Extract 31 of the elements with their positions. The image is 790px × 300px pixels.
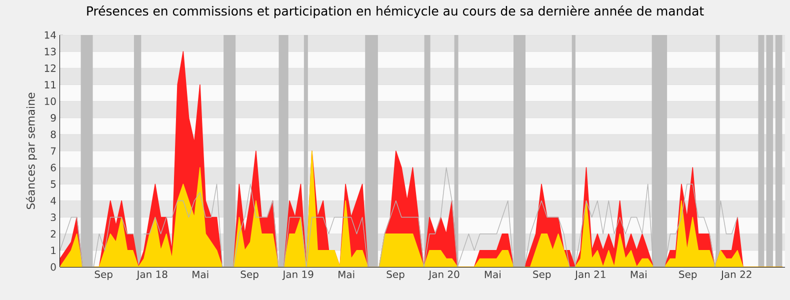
x-tick-label: Mai [338, 270, 354, 278]
y-axis-title: Séances par semaine [26, 92, 37, 210]
chart-title: Présences en commissions et participation en hémicycle au cours de sa dernière année de mandat [87, 6, 704, 18]
x-tick-label: Sep [533, 270, 551, 280]
y-tick-label: 6 [50, 164, 56, 172]
x-tick-label: Mai [192, 270, 208, 278]
y-tick-label: 0 [50, 263, 56, 271]
x-tick-label: Jan 19 [282, 270, 314, 280]
y-tick-label: 13 [44, 48, 56, 56]
y-tick-label: 11 [44, 81, 56, 88]
y-tick-label: 12 [44, 64, 56, 72]
y-tick-label: 14 [44, 31, 56, 39]
y-tick-label: 4 [50, 197, 56, 204]
y-tick-label: 10 [44, 98, 56, 106]
x-tick-label: Mai [484, 270, 500, 278]
y-tick-label: 8 [50, 130, 56, 138]
x-tick-label: Sep [679, 270, 697, 280]
x-tick-label: Sep [386, 270, 404, 280]
x-tick-label: Sep [94, 270, 112, 280]
y-tick-label: 2 [50, 230, 56, 238]
y-tick-label: 1 [51, 246, 56, 254]
y-tick-label: 9 [50, 114, 56, 122]
x-tick-label: Jan 20 [428, 270, 460, 280]
x-tick-label: Sep [240, 270, 258, 280]
y-tick-label: 3 [50, 214, 56, 222]
y-tick-label: 7 [50, 147, 56, 155]
x-tick-label: Jan 21 [574, 270, 606, 280]
x-tick-label: Jan 22 [720, 270, 752, 280]
y-tick-label: 5 [50, 180, 56, 188]
x-tick-label: Jan 18 [136, 270, 168, 280]
x-tick-label: Mai [630, 270, 646, 278]
